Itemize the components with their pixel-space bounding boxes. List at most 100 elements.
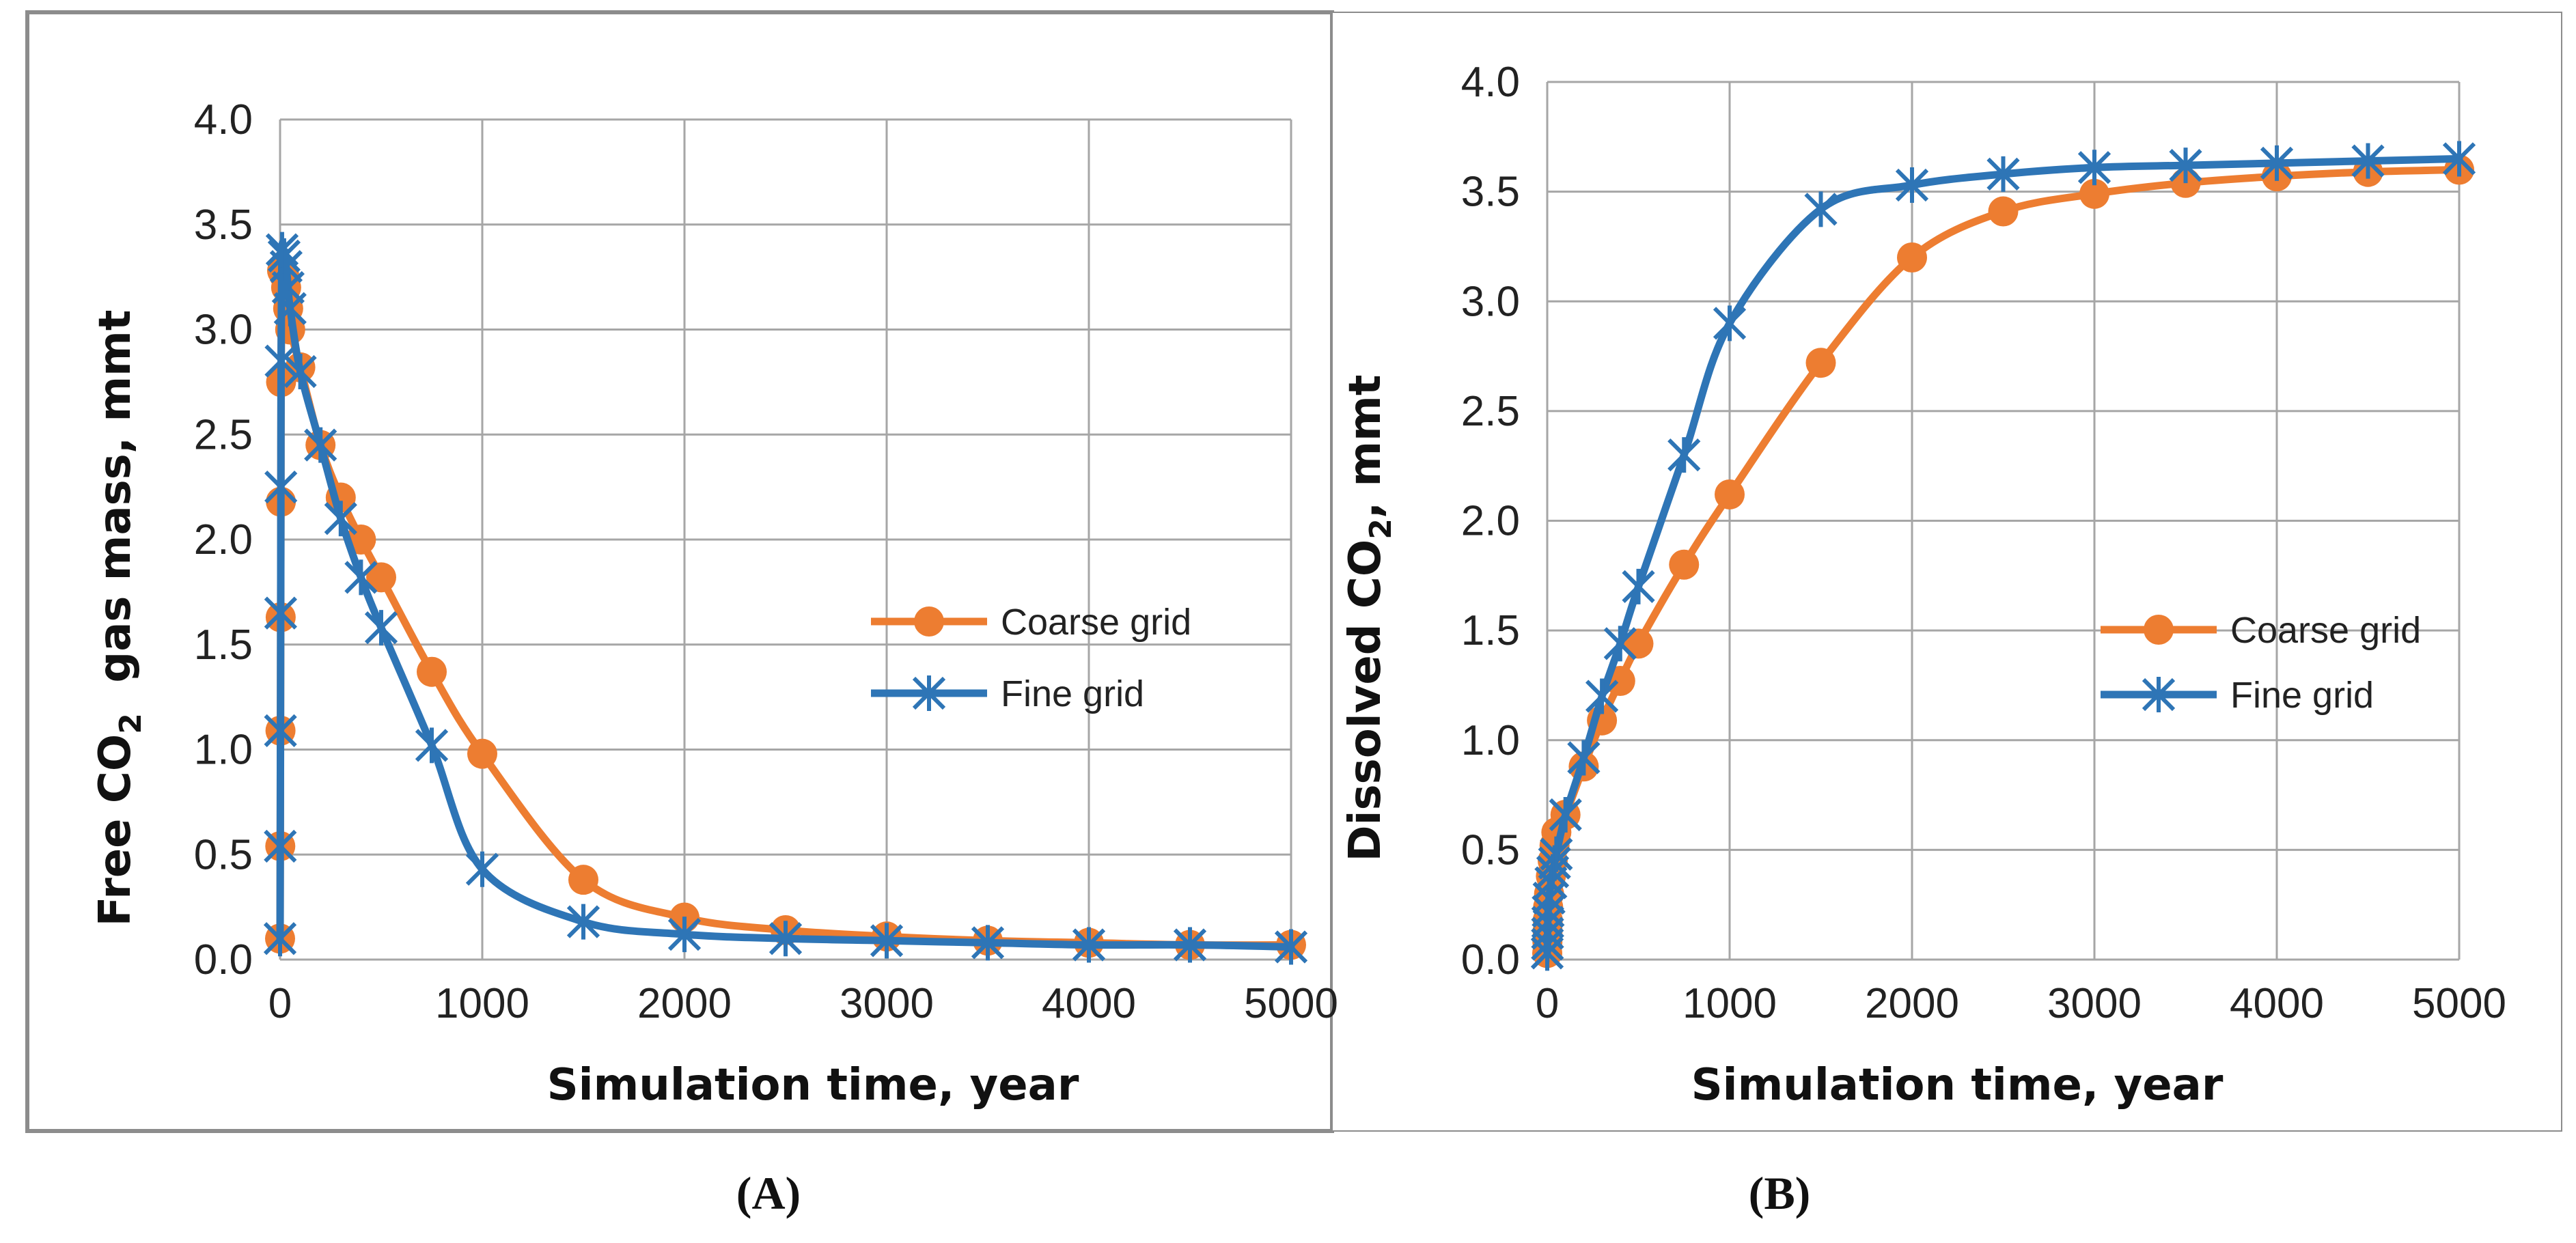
chart-b-y-label-sub: 2 (1363, 518, 1398, 540)
chart-a-coarse-grid-point-17 (467, 738, 497, 769)
chart-a-legend-entry-0: Coarse grid (871, 602, 1191, 643)
chart-b-fine-grid-point-18 (1895, 167, 1929, 203)
chart-b-y-axis-label: Dissolved CO2, mmt (1340, 375, 1398, 862)
chart-a-fine-grid-point-18 (566, 904, 600, 940)
chart-a-x-tick-2: 2000 (637, 980, 732, 1027)
chart-a-series (263, 232, 1308, 965)
chart-a-x-tick-4: 4000 (1042, 980, 1136, 1027)
chart-b-coarse-grid-point-19 (1988, 196, 2019, 227)
chart-a-fine-grid-point-5 (264, 343, 298, 379)
chart-a-fine-grid-point-13 (324, 501, 357, 537)
chart-b: 0 1000 2000 3000 4000 5000 0.0 0.5 1.0 1.5 2.0 2.5… (1340, 59, 2506, 1219)
chart-b-coarse-grid-point-17 (1805, 348, 1836, 378)
chart-b-fine-grid-point-19 (1986, 156, 2020, 192)
chart-b-coarse-grid-point-15 (1669, 549, 1700, 580)
chart-b-y-tick-3: 1.5 (1461, 607, 1520, 654)
chart-b-y-tick-8: 4.0 (1461, 59, 1520, 106)
chart-b-fine-grid-point-17 (1804, 191, 1838, 227)
chart-b-fine-grid-point-16 (1713, 305, 1747, 341)
chart-b-fine-grid-point-13 (1603, 626, 1637, 662)
chart-b-fine-grid-point-20 (2077, 150, 2111, 186)
chart-b-y-tick-2: 1.0 (1461, 717, 1520, 764)
chart-a-y-tick-0: 0.0 (194, 936, 253, 983)
chart-a-x-tick-0: 0 (268, 980, 292, 1027)
chart-a-x-tick-3: 3000 (840, 980, 934, 1027)
chart-a-legend-marker-1 (912, 675, 946, 711)
panel-a-caption: (A) (736, 1167, 801, 1219)
chart-b-fine-grid-point-21 (2169, 148, 2202, 184)
chart-a-y-tick-8: 4.0 (194, 96, 253, 143)
chart-a-coarse-grid-point-16 (417, 656, 447, 687)
chart-b-coarse-grid-point-18 (1897, 242, 1927, 273)
chart-b-x-tick-1: 1000 (1682, 980, 1777, 1027)
chart-b-coarse-grid-point-20 (2079, 178, 2109, 209)
chart-b-legend-label-1: Fine grid (2230, 675, 2374, 716)
chart-a-fine-grid-line (276, 239, 1295, 951)
chart-b-fine-grid-point-23 (2351, 143, 2385, 179)
chart-a-fine-grid-point-17 (465, 851, 499, 887)
chart-a-legend-label-0: Coarse grid (1001, 602, 1191, 643)
chart-b-y-label-pre: Dissolved CO (1340, 540, 1391, 862)
chart-a-y-label-pre: Free CO (90, 734, 141, 927)
chart-a-y-label-post: gas mass, mmt (90, 310, 141, 714)
chart-a-fine-grid-point-11 (283, 354, 317, 389)
chart-b-series (1530, 141, 2476, 971)
chart-b-y-tick-4: 2.0 (1461, 498, 1520, 545)
chart-a-fine-grid-point-23 (1072, 927, 1106, 963)
chart-a-legend-marker-0 (914, 606, 944, 637)
chart-a-y-label-sub: 2 (113, 713, 148, 734)
chart-a-fine-grid-point-4 (264, 469, 298, 505)
chart-b-x-tick-0: 0 (1536, 980, 1559, 1027)
chart-b-legend: Coarse grid Fine grid (2101, 610, 2421, 716)
chart-a-fine-grid-point-15 (364, 610, 398, 646)
chart-a-y-tick-5: 2.5 (194, 411, 253, 458)
chart-a-coarse-grid-point-18 (568, 865, 598, 895)
chart-a-legend: Coarse grid Fine grid (871, 602, 1191, 714)
chart-a-fine-grid-point-2 (264, 712, 297, 749)
chart-b-y-tick-7: 3.5 (1461, 169, 1520, 216)
chart-b-grid (1546, 81, 2461, 961)
chart-b-x-tick-5: 5000 (2412, 980, 2506, 1027)
chart-b-fine-grid-point-15 (1667, 437, 1701, 473)
chart-b-y-tick-5: 2.5 (1461, 388, 1520, 435)
chart-a-fine-grid-point-22 (971, 925, 1005, 961)
chart-a-fine-grid-point-12 (304, 427, 337, 463)
chart-a-fine-grid-point-0 (263, 921, 297, 957)
chart-a-fine-grid-point-21 (870, 923, 904, 959)
chart-a-legend-entry-1: Fine grid (871, 673, 1144, 714)
chart-a-fine-grid-point-3 (264, 595, 298, 631)
chart-b-fine-grid-point-9 (1540, 836, 1573, 872)
chart-b-fine-grid-point-12 (1585, 678, 1619, 714)
chart-a-x-ticks: 0 1000 2000 3000 4000 5000 (268, 980, 1338, 1027)
chart-b-x-ticks: 0 1000 2000 3000 4000 5000 (1536, 980, 2506, 1027)
chart-a-fine-grid-point-16 (415, 727, 449, 764)
chart-b-legend-label-0: Coarse grid (2230, 610, 2421, 651)
chart-b-coarse-grid-point-16 (1715, 479, 1745, 509)
chart-b-fine-grid-point-10 (1549, 796, 1582, 833)
chart-b-x-tick-3: 3000 (2047, 980, 2142, 1027)
chart-a-legend-label-1: Fine grid (1001, 673, 1144, 714)
chart-a-x-tick-5: 5000 (1244, 980, 1338, 1027)
chart-a-fine-grid-point-20 (768, 921, 803, 957)
chart-b-y-tick-1: 0.5 (1461, 826, 1520, 874)
chart-a-coarse-grid-point-15 (366, 562, 396, 593)
chart-b-fine-grid-point-11 (1567, 740, 1601, 776)
chart-b-legend-marker-0 (2144, 615, 2174, 645)
chart-b-legend-marker-1 (2142, 677, 2176, 712)
chart-a-x-axis-label: Simulation time, year (547, 1060, 1079, 1111)
chart-b-coarse-grid-point-14 (1623, 628, 1654, 659)
chart-a-x-tick-1: 1000 (435, 980, 529, 1027)
chart-a-y-tick-1: 0.5 (194, 831, 253, 878)
chart-b-fine-grid-point-24 (2442, 141, 2476, 177)
chart-b-fine-grid-point-14 (1622, 568, 1655, 604)
chart-b-y-label-post: , mmt (1340, 375, 1391, 519)
chart-a-y-tick-7: 3.5 (194, 201, 253, 249)
chart-b-y-tick-0: 0.0 (1461, 936, 1520, 983)
chart-a-fine-grid-point-10 (273, 290, 307, 326)
chart-b-x-tick-4: 4000 (2230, 980, 2324, 1027)
chart-a-grid (279, 118, 1292, 961)
panel-b-caption: (B) (1749, 1167, 1811, 1219)
chart-a-y-tick-2: 1.0 (194, 727, 253, 774)
chart-a-y-tick-4: 2.0 (194, 516, 253, 563)
